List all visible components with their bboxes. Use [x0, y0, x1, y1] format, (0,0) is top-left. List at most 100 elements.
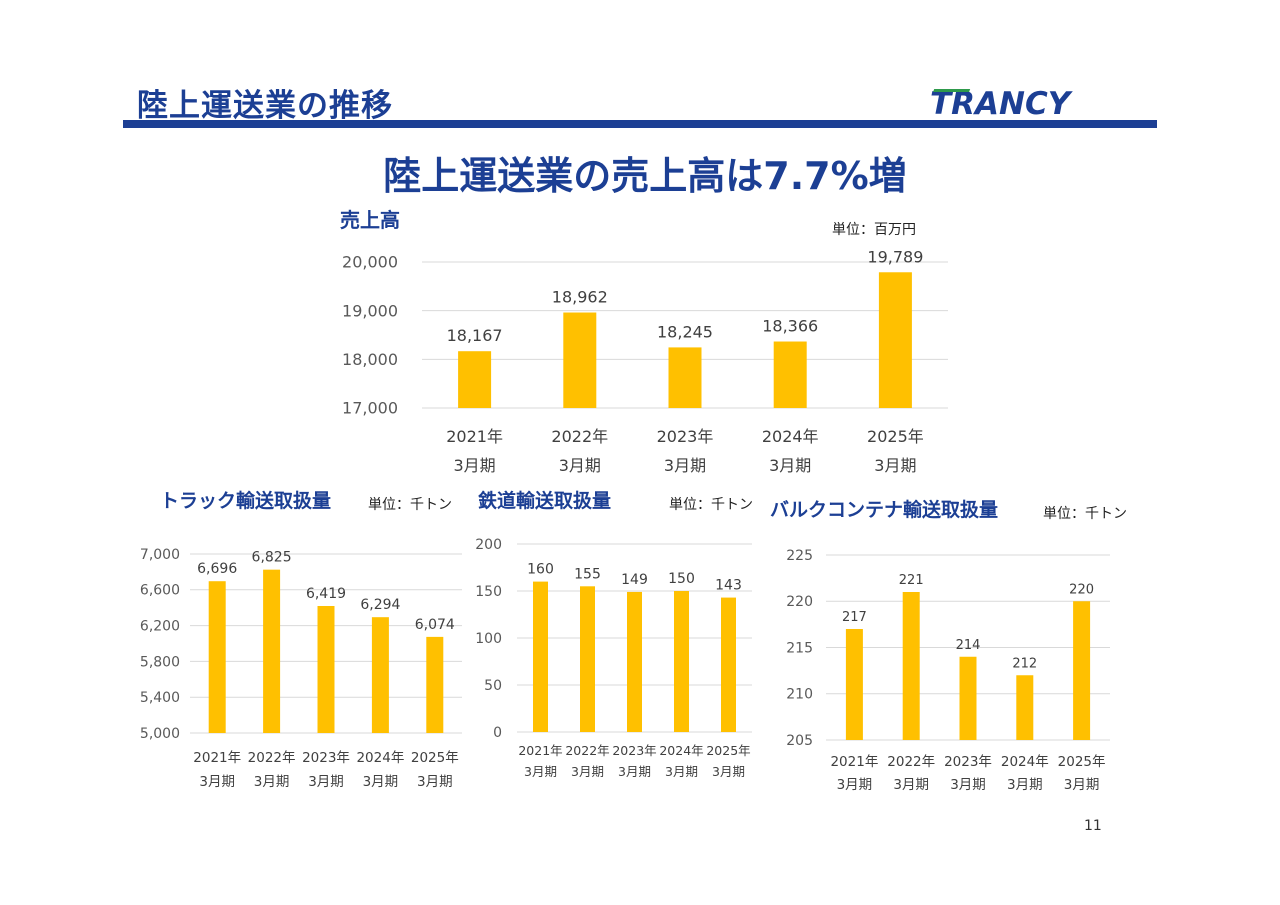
sales-ytick-label: 19,000	[342, 301, 398, 320]
bulk-category-label: 2021年	[830, 754, 878, 770]
truck-value-label: 6,419	[306, 586, 346, 602]
bulk-value-label: 212	[1012, 656, 1037, 671]
truck-category-label: 2025年	[411, 750, 459, 766]
rail-value-label: 160	[527, 562, 554, 578]
sales-bar	[668, 347, 702, 408]
sales-category-label: 3月期	[874, 456, 916, 475]
rail-category-label: 3月期	[665, 764, 698, 779]
truck-value-label: 6,696	[197, 561, 237, 577]
sales-value-label: 19,789	[867, 247, 923, 266]
chart-rail-unit: 単位：千トン	[669, 497, 753, 513]
rail-ytick-label: 0	[493, 725, 502, 741]
bulk-ytick-label: 215	[786, 640, 813, 656]
sales-ytick-label: 18,000	[342, 350, 398, 369]
sales-value-label: 18,167	[447, 326, 503, 345]
bulk-bar	[845, 629, 863, 740]
truck-value-label: 6,825	[252, 550, 292, 566]
chart-truck-unit: 単位：千トン	[368, 497, 452, 513]
rail-ytick-label: 100	[475, 631, 502, 647]
page-number: 11	[1084, 818, 1102, 834]
rail-category-label: 2024年	[659, 743, 703, 758]
bulk-category-label: 3月期	[893, 777, 929, 793]
truck-value-label: 6,074	[415, 617, 455, 633]
truck-category-label: 3月期	[254, 774, 290, 790]
rail-bar	[721, 597, 736, 732]
sales-category-label: 2021年	[446, 427, 503, 446]
bulk-bar	[959, 656, 977, 740]
bulk-bar	[902, 592, 920, 740]
truck-bar	[371, 617, 389, 733]
bulk-ytick-label: 225	[786, 548, 813, 564]
sales-bar	[458, 351, 492, 408]
truck-value-label: 6,294	[360, 597, 400, 613]
truck-category-label: 2023年	[302, 750, 350, 766]
truck-ytick-label: 5,400	[140, 690, 180, 706]
sales-category-label: 3月期	[454, 456, 496, 475]
truck-category-label: 2021年	[193, 750, 241, 766]
bulk-value-label: 217	[842, 610, 867, 625]
rail-ytick-label: 200	[475, 537, 502, 553]
page-title: 陸上運送業の推移	[137, 88, 393, 124]
sales-category-label: 2025年	[867, 427, 924, 446]
trancy-logo: TRANCY	[930, 86, 1074, 120]
truck-ytick-label: 6,200	[140, 619, 180, 635]
bulk-category-label: 3月期	[1064, 777, 1100, 793]
bulk-category-label: 3月期	[1007, 777, 1043, 793]
rail-bar	[627, 591, 642, 732]
truck-category-label: 3月期	[308, 774, 344, 790]
rail-value-label: 149	[621, 572, 648, 588]
truck-category-label: 2022年	[248, 750, 296, 766]
truck-ytick-label: 6,600	[140, 583, 180, 599]
bulk-bar	[1016, 675, 1034, 740]
chart-bulk-title: バルクコンテナ輸送取扱量	[770, 499, 999, 521]
sales-category-label: 3月期	[559, 456, 601, 475]
bulk-ytick-label: 220	[786, 594, 813, 610]
chart-sales-title: 売上高	[340, 208, 400, 232]
truck-ytick-label: 7,000	[140, 547, 180, 563]
bulk-ytick-label: 210	[786, 687, 813, 703]
rail-ytick-label: 150	[475, 584, 502, 600]
sales-bar	[878, 272, 912, 408]
sales-value-label: 18,366	[762, 317, 818, 336]
chart-sales-unit: 単位：百万円	[832, 222, 916, 238]
truck-category-label: 3月期	[199, 774, 235, 790]
bulk-value-label: 214	[956, 638, 981, 653]
rail-bar	[533, 581, 548, 732]
sales-ytick-label: 17,000	[342, 399, 398, 418]
sales-category-label: 3月期	[769, 456, 811, 475]
sales-value-label: 18,245	[657, 322, 713, 341]
truck-category-label: 2024年	[356, 750, 404, 766]
rail-category-label: 3月期	[712, 764, 745, 779]
truck-bar	[317, 605, 335, 733]
title-rule	[123, 120, 1157, 128]
sales-category-label: 3月期	[664, 456, 706, 475]
logo-accent-stripe	[933, 89, 971, 92]
sales-category-label: 2023年	[657, 427, 714, 446]
rail-category-label: 3月期	[524, 764, 557, 779]
bulk-category-label: 3月期	[837, 777, 873, 793]
sales-bar	[563, 312, 597, 408]
sales-value-label: 18,962	[552, 288, 608, 307]
sales-bar	[773, 341, 807, 408]
rail-category-label: 2022年	[565, 743, 609, 758]
truck-bar	[208, 581, 226, 733]
rail-bar	[674, 591, 689, 732]
bulk-bar	[1073, 601, 1091, 740]
rail-value-label: 143	[715, 578, 742, 594]
sales-category-label: 2024年	[762, 427, 819, 446]
bulk-value-label: 221	[899, 573, 924, 588]
bulk-value-label: 220	[1069, 582, 1094, 597]
rail-category-label: 2023年	[612, 743, 656, 758]
truck-bar	[263, 569, 281, 733]
chart-bulk-unit: 単位：千トン	[1043, 506, 1127, 522]
rail-value-label: 155	[574, 566, 601, 582]
rail-category-label: 3月期	[618, 764, 651, 779]
truck-category-label: 3月期	[417, 774, 453, 790]
rail-category-label: 3月期	[571, 764, 604, 779]
truck-ytick-label: 5,800	[140, 654, 180, 670]
sales-category-label: 2022年	[551, 427, 608, 446]
bulk-ytick-label: 205	[786, 733, 813, 749]
rail-value-label: 150	[668, 571, 695, 587]
rail-category-label: 2021年	[518, 743, 562, 758]
